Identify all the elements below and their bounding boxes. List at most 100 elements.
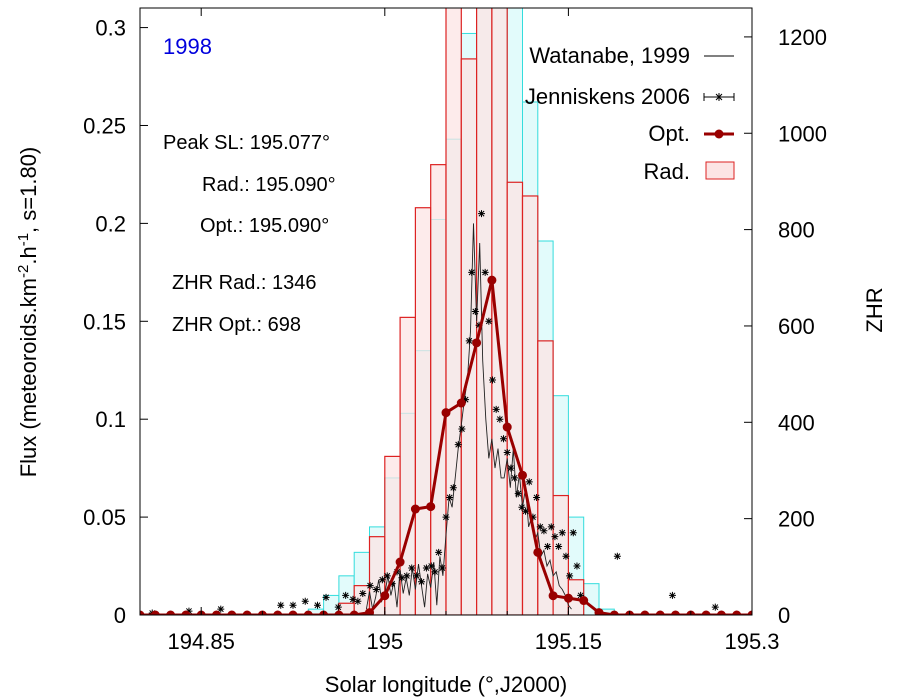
jenniskens-point-17 [388,580,396,588]
jenniskens-point-42 [489,376,497,384]
jenniskens-point-43 [492,405,500,413]
jenniskens-point-53 [529,513,537,521]
opt-point-6 [227,610,237,615]
y-right-tick-label-6: 1200 [778,25,827,50]
jenniskens-point-7 [322,593,330,601]
x-axis-label: Solar longitude (°,J2000) [325,672,567,697]
rad-bar-6 [430,164,447,615]
annotation-rad-peak: Rad.: 195.090° [202,174,336,196]
opt-point-18 [410,504,420,514]
y-left-tick-label-4: 0.2 [95,211,126,236]
jenniskens-point-64 [569,529,577,537]
chart-title: 1998 [163,34,212,59]
jenniskens-point-57 [544,542,552,550]
opt-point-20 [441,408,451,418]
jenniskens-point-36 [468,268,476,276]
jenniskens-point-3 [277,601,285,609]
jenniskens-point-31 [449,484,457,492]
jenniskens-point-59 [551,533,559,541]
opt-point-0 [140,610,145,615]
jenniskens-point-28 [438,564,446,572]
rad-bar-4 [399,316,417,615]
jenniskens-point-13 [366,582,374,590]
jenniskens-point-2 [217,605,225,613]
y-axis-right-ticks: 0 200 400 600 800 1000 1200 [744,25,827,628]
jenniskens-point-69 [711,603,719,611]
jenniskens-point-58 [547,523,555,531]
jenniskens-point-49 [514,490,522,498]
annotation-peak-sl: Peak SL: 195.077° [163,132,330,154]
x-tick-label-1: 195 [366,629,403,654]
jenniskens-point-47 [507,464,515,472]
opt-point-25 [518,470,527,480]
y-left-tick-label-6: 0.3 [95,16,126,41]
opt-point-33 [640,610,650,615]
jenniskens-point-20 [403,572,411,580]
legend-label-opt: Opt. [648,121,690,146]
opt-point-30 [594,608,604,615]
y-axis-right-label: ZHR [862,287,887,332]
jenniskens-point-8 [334,603,342,611]
y-right-tick-label-3: 600 [778,314,815,339]
opt-point-17 [395,557,405,567]
jenniskens-point-22 [413,572,421,580]
legend-swatch-opt [704,129,734,139]
y-left-tick-label-3: 0.15 [83,309,126,334]
rad-bar-8 [460,58,478,615]
jenniskens-point-33 [458,425,466,433]
y-left-tick-label-1: 0.05 [83,505,126,530]
opt-point-23 [487,275,497,285]
jenniskens-point-32 [454,441,462,449]
x-axis-ticks: 194.85 195 195.15 195.3 [139,8,780,654]
jenniskens-point-4 [289,601,297,609]
jenniskens-point-63 [566,572,574,580]
jenniskens-point-67 [613,552,621,560]
annotation-zhr-opt: ZHR Opt.: 698 [172,314,301,336]
jenniskens-point-51 [522,507,530,515]
y-right-tick-label-1: 200 [778,507,815,532]
x-tick-label-2: 195.15 [535,629,602,654]
opt-point-38 [716,610,726,615]
opt-point-22 [472,338,482,348]
opt-point-27 [548,591,558,601]
jenniskens-point-45 [500,435,508,443]
jenniskens-point-19 [398,574,406,582]
opt-point-7 [242,610,252,615]
y-left-tick-label-2: 0.1 [95,407,126,432]
jenniskens-point-16 [383,572,391,580]
opt-point-39 [732,610,742,615]
jenniskens-point-54 [533,494,541,502]
jenniskens-point-37 [471,308,479,315]
annotation-zhr-rad: ZHR Rad.: 1346 [172,272,317,294]
rad-bar-5 [414,207,432,615]
jenniskens-point-60 [555,542,563,550]
rad-bar-14 [552,494,569,615]
opt-point-34 [655,610,665,615]
jenniskens-point-11 [354,597,362,605]
legend-swatch-rad [705,161,735,180]
opt-point-2 [166,610,176,615]
opt-point-5 [212,610,221,615]
jenniskens-point-35 [465,337,473,345]
jenniskens-point-29 [442,513,450,521]
legend-swatch-jenniskens [703,93,735,101]
jenniskens-point-55 [536,523,544,531]
opt-point-37 [701,610,711,615]
y-left-tick-label-0: 0 [114,603,126,628]
jenniskens-point-48 [511,474,519,482]
jenniskens-point-25 [427,562,435,570]
opt-point-35 [671,610,680,615]
y-right-tick-label-2: 400 [778,410,815,435]
jenniskens-point-26 [431,568,439,576]
opt-point-19 [426,502,436,512]
jenniskens-point-46 [503,448,511,456]
y-axis-left-ticks: 0 0.05 0.1 0.15 0.2 0.25 0.3 [83,16,148,628]
jenniskens-point-24 [422,564,430,572]
jenniskens-point-38 [475,321,483,329]
jenniskens-point-56 [540,527,548,535]
x-tick-label-3: 195.3 [724,629,779,654]
y-right-tick-label-4: 800 [778,218,815,243]
jenniskens-point-50 [518,503,526,511]
opt-point-31 [609,610,619,615]
